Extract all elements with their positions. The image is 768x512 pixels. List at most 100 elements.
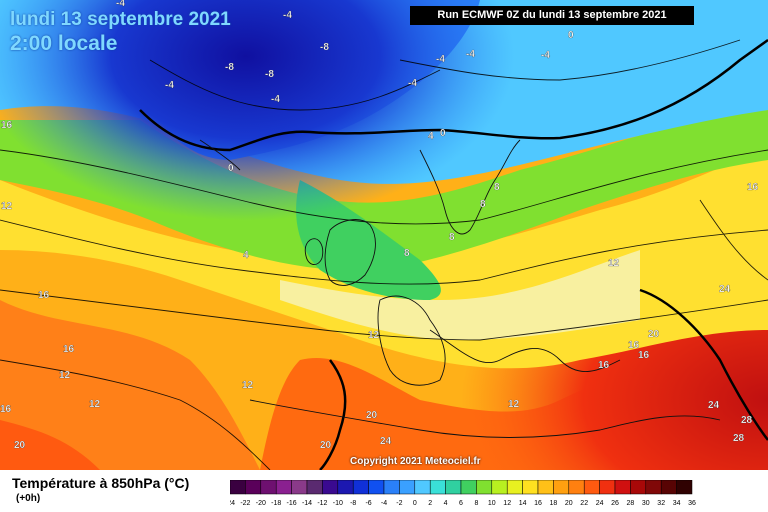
isotherm-label: -4 [466, 49, 475, 60]
isotherm-label: -8 [225, 62, 234, 73]
isotherm-label: 24 [708, 400, 720, 411]
isotherm-label: 24 [719, 284, 731, 295]
colorbar-swatch [322, 480, 339, 495]
legend-title: Température à 850hPa (°C) [12, 475, 190, 491]
isotherm-label: 16 [63, 344, 75, 355]
isotherm-label: 12 [59, 370, 71, 381]
isotherm-label: -4 [283, 10, 292, 21]
colorbar-swatch [614, 480, 631, 495]
colorbar-tick-label: -10 [333, 500, 343, 507]
colorbar-tick-label: -16 [287, 500, 297, 507]
isotherm-20-west [319, 359, 347, 470]
colorbar-tick-label: 28 [627, 500, 635, 507]
colorbar-swatch [230, 480, 246, 495]
colorbar-tick-label: 8 [474, 500, 478, 507]
isotherm-label: 20 [14, 440, 26, 451]
colorbar-swatch [476, 480, 493, 495]
isotherm-0 [139, 38, 768, 152]
colorbar-swatch [245, 480, 262, 495]
isotherm-label: 0 [228, 163, 234, 174]
coastlines [199, 139, 721, 438]
colorbar-tick-label: -2 [396, 500, 402, 507]
map-date-title: lundi 13 septembre 2021 [10, 9, 231, 30]
isotherm-label: 12 [608, 258, 620, 269]
isotherm-lines [0, 39, 768, 470]
isotherm-label: 24 [380, 436, 392, 447]
colorbar-swatch [291, 480, 308, 495]
isotherm-label: -8 [265, 69, 274, 80]
colorbar-tick-label: -6 [365, 500, 371, 507]
colorbar-swatch [352, 480, 369, 495]
colorbar-tick-label: -14 [302, 500, 312, 507]
colorbar-tick-label: -8 [350, 500, 356, 507]
isotherm-label: 8 [494, 182, 500, 193]
run-info-box: Run ECMWF 0Z du lundi 13 septembre 2021 [410, 6, 694, 25]
colorbar-tick-label: 10 [488, 500, 496, 507]
colorbar-tick-label: 16 [534, 500, 542, 507]
colorbar-tick-label: 6 [459, 500, 463, 507]
colorbar-tick-label: 34 [673, 500, 681, 507]
colorbar-swatch [306, 480, 323, 495]
cold-core-north [0, 0, 768, 470]
isotherm-label: 16 [1, 120, 13, 131]
isotherm-label: 16 [628, 340, 640, 351]
isotherm-label: 20 [648, 329, 660, 340]
colorbar-swatch [429, 480, 446, 495]
colorbar-tick-label: 20 [565, 500, 573, 507]
colorbar-swatch [676, 480, 693, 495]
isotherm-label: -4 [408, 78, 417, 89]
isotherm-label: 12 [508, 399, 520, 410]
colorbar-swatch [583, 480, 600, 495]
isotherm-label: 28 [741, 415, 753, 426]
isotherm-label: 20 [320, 440, 332, 451]
isotherm-label: -4 [436, 54, 445, 65]
isotherm-label: 12 [1, 201, 13, 212]
temperature-colorbar: -24-22-20-18-16-14-12-10-8-6-4-202468101… [230, 480, 696, 507]
colorbar-tick-label: 14 [519, 500, 527, 507]
isotherm-label-group: -4 -8 -8 -8 -4 -4 -4 -4 -4 -4 -4 0 0 0 1… [0, 0, 759, 451]
colorbar-tick-label: 18 [550, 500, 558, 507]
colorbar-tick-label: -12 [317, 500, 327, 507]
colorbar-swatch [553, 480, 570, 495]
colorbar-tick-label: 36 [688, 500, 696, 507]
colorbar-tick-label: 22 [580, 500, 588, 507]
map-time-title: 2:00 locale [10, 32, 118, 55]
colorbar-swatch [275, 480, 292, 495]
colorbar-tick-label: 12 [503, 500, 511, 507]
colorbar-swatch [260, 480, 277, 495]
temperature-850hpa-map: -4 -8 -8 -8 -4 -4 -4 -4 -4 -4 -4 0 0 0 1… [0, 0, 768, 470]
isotherm-label: 16 [747, 182, 759, 193]
colorbar-tick-label: 26 [611, 500, 619, 507]
colorbar-tick-label: -4 [381, 500, 387, 507]
isotherm-label: 12 [368, 330, 380, 341]
isotherm-label: 12 [242, 380, 254, 391]
isotherm-label: -8 [320, 42, 329, 53]
colorbar-tick-label: 30 [642, 500, 650, 507]
isotherm-20-east [639, 288, 768, 441]
isotherm-label: 8 [404, 248, 410, 259]
colorbar-swatch [383, 480, 400, 495]
colorbar-swatch [645, 480, 662, 495]
colorbar-swatch [337, 480, 354, 495]
colorbar-swatch [491, 480, 508, 495]
colorbar-swatch [506, 480, 523, 495]
colorbar-swatch [414, 480, 431, 495]
colorbar-swatch [568, 480, 585, 495]
copyright-text: Copyright 2021 Meteociel.fr [350, 456, 481, 467]
colorbar-swatch [522, 480, 539, 495]
isotherm-label: 8 [449, 232, 455, 243]
colorbar-tick-label: 32 [657, 500, 665, 507]
colorbar-swatch [660, 480, 677, 495]
isotherm-label: 28 [733, 433, 745, 444]
isotherm-label: 20 [366, 410, 378, 421]
isotherm-label: 16 [638, 350, 650, 361]
isotherm-label: 16 [38, 290, 50, 301]
isotherm-label: 12 [89, 399, 101, 410]
isotherm-label: 8 [480, 199, 486, 210]
colorbar-tick-label: 2 [428, 500, 432, 507]
colorbar-swatch [460, 480, 477, 495]
isotherm-label: 0 [440, 128, 446, 139]
isotherm-label: 4 [428, 131, 434, 142]
colorbar-tick-label: -22 [240, 500, 250, 507]
